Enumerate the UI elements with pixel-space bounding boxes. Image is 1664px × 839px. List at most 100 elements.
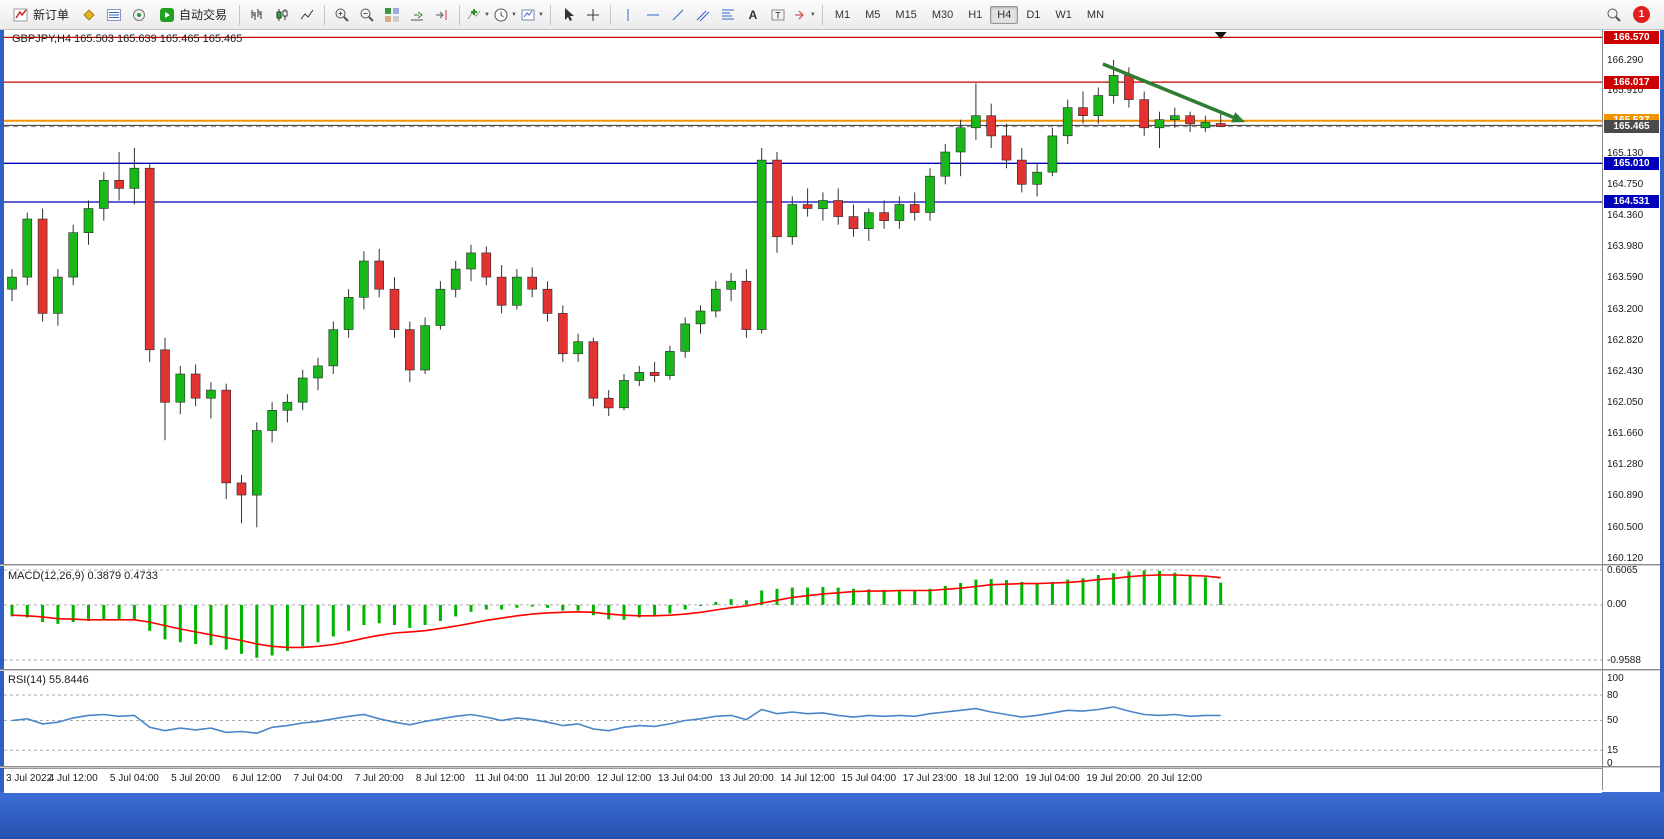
zoom-out-button[interactable] [355,3,379,27]
crosshair-icon [586,8,599,21]
timeframe-m15[interactable]: M15 [895,8,917,21]
price-axis-label: 163.980 [1607,240,1644,252]
time-axis-label: 3 Jul 2022 [6,773,53,784]
chevron-down-icon: ▼ [537,11,544,18]
auto-scroll-icon [411,11,424,20]
macd-axis-label: -0.9588 [1607,654,1641,666]
data-window-icon [107,8,122,21]
price-tag: 166.570 [1604,30,1659,44]
fibonacci-icon [721,9,734,19]
rsi-axis-label: 50 [1607,715,1619,726]
time-axis-label: 7 Jul 20:00 [354,773,404,784]
trendline-button[interactable] [666,3,690,27]
text-icon: A [749,8,758,22]
indicators-button[interactable]: ▼ [465,3,491,27]
bar-chart-icon [251,8,262,20]
price-tag: 165.465 [1604,120,1659,134]
time-axis-label: 7 Jul 04:00 [293,773,343,784]
pane-separator[interactable] [0,669,1660,671]
autotrading-button[interactable]: 自动交易 [152,3,234,27]
time-axis-label: 19 Jul 04:00 [1025,773,1080,784]
window-frame-left [0,0,4,839]
arrows-tool-button[interactable]: ▼ [791,3,817,27]
autotrading-play-icon [160,7,175,22]
zoom-in-button[interactable] [330,3,354,27]
timeframe-mn[interactable]: MN [1086,8,1105,21]
rsi-axis-label: 15 [1607,744,1619,756]
cursor-button[interactable] [556,3,580,27]
new-order-button[interactable]: 新订单 [6,3,76,27]
candlestick-chart-icon [276,8,288,21]
price-axis[interactable]: 166.290 165.910 165.130 164.750 164.360 163.9… [1604,30,1660,790]
candlestick-chart-button[interactable] [270,3,294,27]
timeframe-h1[interactable]: H1 [968,8,983,21]
toolbar-separator [324,4,326,25]
time-axis-label: 18 Jul 12:00 [963,773,1019,784]
autotrading-label: 自动交易 [179,8,228,22]
chevron-down-icon: ▼ [809,11,816,18]
time-axis-label: 19 Jul 20:00 [1086,773,1141,784]
time-axis-label: 13 Jul 20:00 [719,773,774,784]
time-axis-label: 15 Jul 04:00 [841,773,897,784]
price-axis-label: 163.200 [1607,303,1644,315]
bar-chart-button[interactable] [245,3,269,27]
price-axis-label: 160.500 [1607,521,1644,533]
rsi-pane[interactable] [4,671,1602,766]
market-watch-button[interactable] [77,3,101,27]
chart-shift-button[interactable] [430,3,454,27]
search-button[interactable] [1602,3,1626,27]
price-axis-label: 161.660 [1607,428,1644,440]
time-axis[interactable]: 3 Jul 2022 4 Jul 12:00 5 Jul 04:00 5 Jul 20… [4,768,1602,793]
rsi-axis-label: 100 [1607,672,1624,684]
new-order-icon [13,8,28,21]
templates-button[interactable]: ▼ [519,3,545,27]
price-tag: 164.531 [1604,195,1659,209]
window-bottom-bar [0,792,1664,839]
macd-axis-label: 0.6065 [1607,564,1638,576]
main-price-chart[interactable] [4,30,1602,564]
macd-pane[interactable] [4,566,1602,669]
time-axis-label: 20 Jul 12:00 [1147,773,1203,784]
channel-button[interactable] [691,3,715,27]
horizontal-line-button[interactable] [641,3,665,27]
navigator-button[interactable] [127,3,151,27]
toolbar-separator [459,4,461,25]
pane-separator[interactable] [0,766,1660,768]
auto-scroll-button[interactable] [405,3,429,27]
timeframe-d1[interactable]: D1 [1026,8,1041,21]
text-button[interactable]: A [741,3,765,27]
rsi-axis-label: 0 [1607,757,1613,769]
text-label-icon: T [771,9,785,20]
search-icon [1607,8,1621,22]
price-axis-label: 162.430 [1607,366,1644,378]
price-axis-label: 165.910 [1607,85,1644,97]
tile-windows-button[interactable] [380,3,404,27]
price-axis-label: 160.890 [1607,490,1644,502]
crosshair-button[interactable] [581,3,605,27]
line-chart-button[interactable] [295,3,319,27]
toolbar-separator [239,4,241,25]
fibonacci-button[interactable] [716,3,740,27]
timeframe-m1[interactable]: M1 [834,8,851,21]
timeframe-m5[interactable]: M5 [865,8,881,21]
rsi-label: RSI(14) 55.8446 [8,674,89,686]
time-axis-label: 13 Jul 04:00 [657,773,713,784]
time-axis-label: 12 Jul 12:00 [596,773,652,784]
trendline-icon [672,9,684,20]
text-label-button[interactable]: T [766,3,790,27]
pane-separator[interactable] [0,564,1660,566]
timeframe-w1[interactable]: W1 [1055,8,1072,21]
notification-badge[interactable]: 1 [1633,6,1650,23]
data-window-button[interactable] [102,3,126,27]
timeframe-m30[interactable]: M30 [931,8,954,21]
time-axis-label: 6 Jul 12:00 [232,773,282,784]
periods-button[interactable]: ▼ [492,3,518,27]
toolbar-separator [609,4,611,25]
price-axis-label: 160.120 [1607,552,1644,564]
vertical-line-button[interactable] [616,3,640,27]
price-axis-label: 162.050 [1607,396,1644,408]
timeframe-h4[interactable]: H4 [990,5,1019,24]
chevron-down-icon: ▼ [484,11,490,18]
line-chart-icon [300,9,314,19]
